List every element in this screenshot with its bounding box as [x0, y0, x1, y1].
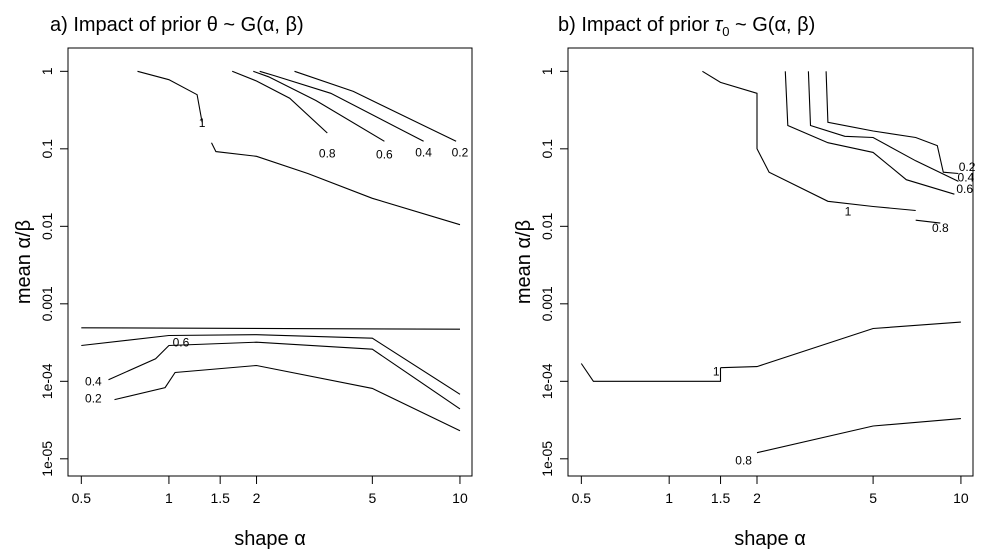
panel-a-plot-frame	[67, 47, 473, 477]
panel-b-contour-line	[756, 418, 961, 454]
panel-a-y-tick-label: 0.1	[39, 139, 55, 159]
panel-a-contour-label: 0.4	[85, 375, 102, 389]
panel-a-x-tick-label: 2	[253, 490, 261, 506]
panel-b-x-tick-label: 1.5	[711, 490, 731, 506]
panel-a-y-tick-label: 1	[39, 67, 55, 75]
panel-a-contour-line	[114, 364, 461, 432]
panel-b-y-tick-label: 0.01	[539, 212, 555, 239]
panel-b-contour-line	[825, 71, 959, 175]
panel-a-contour-label: 0.6	[173, 336, 190, 350]
panel-b-contour-label: 0.8	[932, 221, 949, 235]
panel-a-x-tick-label: 5	[368, 490, 376, 506]
panel-b-y-tick-label: 0.1	[539, 139, 555, 159]
panel-b-contour-label: 0.6	[956, 182, 973, 196]
panel-a-contour-label: 0.4	[415, 145, 432, 159]
panel-b-y-tick-label: 1e-05	[539, 441, 555, 477]
panel-b-x-tick-label: 1	[665, 490, 673, 506]
panel-b-x-tick-label: 2	[753, 490, 761, 506]
panel-b-contour-label: 1	[845, 204, 852, 218]
panel-b-contour-line	[720, 321, 961, 369]
panel-b-contour-line	[784, 71, 955, 195]
panel-a: a) Impact of prior θ ~ G(α, β) shape α m…	[13, 14, 473, 550]
panel-b-plot-frame	[567, 47, 974, 477]
panel-b-title-suffix: ~ G(α, β)	[729, 14, 815, 36]
panel-a-contour-label: 1	[199, 116, 206, 130]
panel-a-contour-label: 0.6	[376, 148, 393, 162]
panel-a-contour-line	[81, 334, 461, 395]
panel-b-contour-label: 0.8	[735, 453, 752, 467]
panel-b-x-tick-label: 10	[953, 490, 969, 506]
panel-a-contour-line	[231, 70, 328, 134]
panel-b-contour-label: 0.2	[959, 160, 976, 174]
panel-b-title-prefix: b) Impact of prior	[558, 14, 715, 36]
panel-b-x-tick-label: 0.5	[572, 490, 592, 506]
panel-a-y-tick-label: 0.01	[39, 212, 55, 239]
panel-b-contour-line	[915, 219, 941, 224]
panel-a-x-tick-label: 1	[165, 490, 173, 506]
panel-a-x-tick-label: 10	[452, 490, 468, 506]
panel-b-title-subscript: 0	[722, 24, 729, 39]
panel-a-contour-label: 0.8	[319, 147, 336, 161]
panel-b-y-tick-label: 0.001	[539, 286, 555, 321]
panel-b-title-symbol: τ	[715, 14, 724, 36]
panel-a-contour-label: 0.2	[85, 392, 102, 406]
panel-b-ticks: 0.5 1 1.5 2 5 10 1 0.1 0.01 0.001 1e-04 1e-05	[539, 67, 969, 506]
panel-a-x-tick-label: 1.5	[210, 490, 230, 506]
panel-b-contour-line	[702, 70, 916, 212]
panel-a-x-axis-label: shape α	[234, 528, 306, 550]
panel-b-title: b) Impact of prior τ0 ~ G(α, β)	[558, 14, 815, 39]
panel-b-x-tick-label: 5	[869, 490, 877, 506]
panel-a-x-tick-label: 0.5	[72, 490, 92, 506]
panel-b-contour-label: 1	[713, 365, 720, 379]
panel-b-x-axis-label: shape α	[734, 528, 806, 550]
panel-b-contour-line	[580, 363, 722, 382]
panel-b-y-axis-label: mean α/β	[513, 220, 535, 304]
panel-a-contour-line	[211, 142, 461, 226]
panel-a-y-axis-label: mean α/β	[13, 220, 35, 304]
panel-b-y-tick-label: 1	[539, 67, 555, 75]
panel-a-y-tick-label: 1e-05	[39, 441, 55, 477]
panel-a-ticks: 0.5 1 1.5 2 5 10 1 0.1 0.01 0.001 1e-04 1e-05	[39, 67, 468, 506]
panel-a-contours: 1 0.8 0.6 0.4 0.2 0.6 0.4 0.2	[81, 70, 469, 432]
panel-b-contour-label: 0.4	[958, 170, 975, 184]
panel-a-contour-line	[253, 70, 385, 142]
panel-a-contour-line	[81, 327, 461, 330]
panel-b-contour-line	[807, 71, 959, 182]
panel-a-contour-line	[294, 70, 457, 142]
panel-b-contours: 1 0.8 0.60.40.2 1 0.8	[580, 70, 976, 467]
panel-a-title: a) Impact of prior θ ~ G(α, β)	[50, 14, 304, 36]
panel-a-contour-label: 0.2	[452, 145, 469, 159]
panel-a-contour-line	[108, 341, 461, 410]
panel-a-y-tick-label: 0.001	[39, 286, 55, 321]
panel-a-contour-line	[259, 70, 424, 142]
panel-a-y-tick-label: 1e-04	[39, 363, 55, 399]
panel-b-y-tick-label: 1e-04	[539, 363, 555, 399]
panel-b: b) Impact of prior τ0 ~ G(α, β) shape α …	[513, 14, 976, 550]
panel-a-contour-line	[137, 70, 203, 123]
